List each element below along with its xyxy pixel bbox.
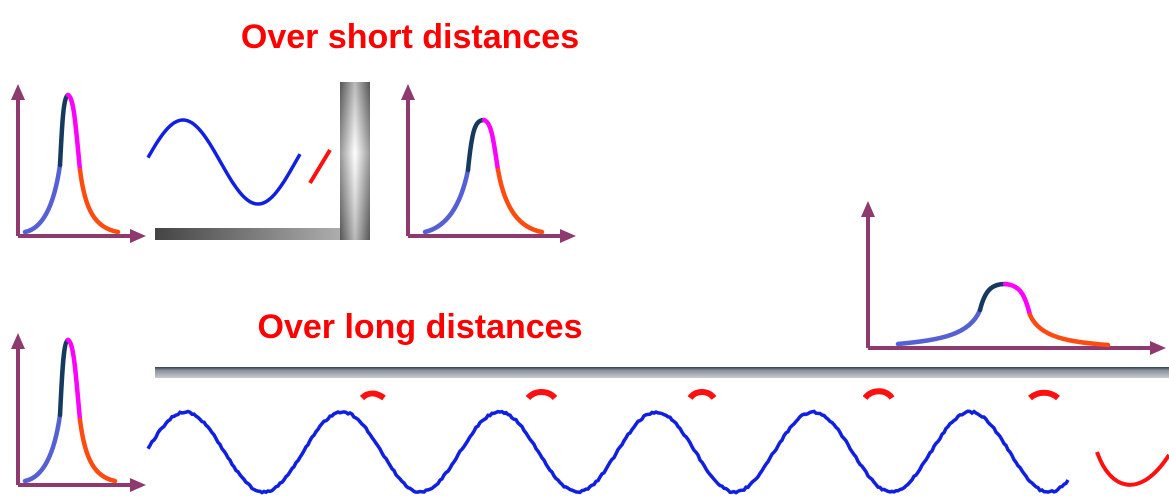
pulse-plot bbox=[401, 84, 576, 243]
pulse-plot bbox=[11, 84, 146, 243]
pulse-plot bbox=[11, 333, 146, 492]
heading: Over short distances bbox=[241, 18, 579, 56]
heading: Over long distances bbox=[258, 308, 583, 346]
fiber bbox=[148, 82, 370, 240]
fiber bbox=[148, 367, 1169, 493]
pulse-plot bbox=[861, 201, 1166, 355]
